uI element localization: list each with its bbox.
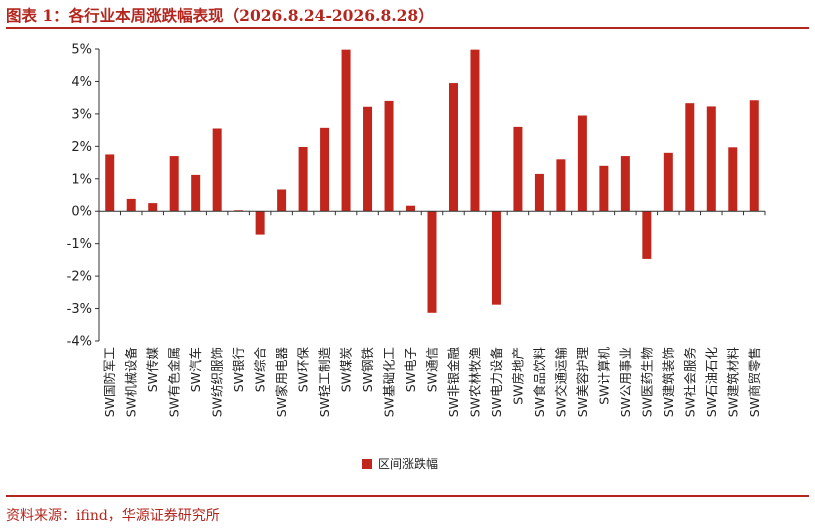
category-label-7: SW银行 [231,347,246,392]
y-tick-label: 0% [71,205,92,220]
bar-18 [470,49,480,212]
bar-30 [728,147,738,212]
y-tick-label: 3% [71,107,92,122]
bar-1 [105,154,115,212]
bar-14 [384,100,394,212]
y-tick-label: -3% [67,302,92,317]
category-label-23: SW美容护理 [575,347,590,418]
category-label-31: SW商贸零售 [747,347,762,417]
bar-6 [212,128,222,212]
source-note: 资料来源：ifind，华源证券研究所 [6,508,220,524]
category-label-14: SW基础化工 [382,347,397,417]
y-axis: 5% 4% 3% 2% 1% 0% -1% -2% -3% -4% [67,43,100,350]
bar-15 [406,205,416,212]
bar-11 [320,127,330,212]
category-label-19: SW电力设备 [489,347,504,418]
bar-8 [255,211,265,235]
category-label-11: SW轻工制造 [317,347,332,418]
bar-4 [169,156,179,212]
legend: 区间涨跌幅 [362,455,438,472]
category-label-12: SW煤炭 [339,347,354,392]
bar-13 [363,106,373,212]
bar-20 [513,126,523,212]
y-tick-label: 5% [71,43,92,58]
bar-29 [706,106,716,212]
category-label-17: SW非银金融 [446,347,461,418]
bar-17 [448,83,458,212]
bar-19 [491,211,501,305]
category-label-30: SW建筑材料 [725,347,740,418]
category-label-5: SW汽车 [188,347,203,392]
bar-5 [191,174,201,212]
bar-12 [341,49,351,212]
bar-10 [298,146,308,212]
bar-27 [663,152,673,212]
y-tick-label: -4% [67,335,92,350]
bar-23 [577,115,587,212]
category-label-21: SW食品饮料 [532,347,547,418]
category-label-20: SW房地产 [510,347,525,405]
category-label-9: SW家用电器 [274,347,289,418]
y-tick-label: 2% [71,140,92,155]
source-divider [6,495,809,497]
category-label-10: SW环保 [296,347,311,393]
x-axis [98,210,766,216]
category-label-3: SW传媒 [145,347,160,393]
y-tick-label: 1% [71,172,92,187]
category-label-18: SW农林牧渔 [467,347,482,417]
category-label-6: SW纺织服饰 [210,347,225,417]
bar-21 [534,173,544,212]
category-label-22: SW交通运输 [553,347,568,418]
y-tick-label: -1% [67,237,92,252]
bar-3 [148,203,158,212]
bar-24 [599,165,609,212]
category-labels: SW国防军工 SW机械设备 SW传媒 SW有色金属 SW汽车 SW纺织服饰 SW银行 SW综合… [102,347,762,418]
figure-title: 图表 1：各行业本周涨跌幅表现（2026.8.24-2026.8.28） [6,6,434,25]
category-label-24: SW计算机 [596,347,611,405]
y-tick-label: 4% [71,75,92,90]
category-label-2: SW机械设备 [124,347,139,418]
category-label-27: SW建筑装饰 [661,347,676,417]
category-label-25: SW公用事业 [618,347,633,417]
category-label-15: SW电子 [403,347,418,392]
category-label-4: SW有色金属 [167,347,182,417]
bar-31 [749,100,759,212]
legend-swatch [362,458,372,469]
title-divider [6,27,809,29]
bar-26 [642,211,652,259]
bar-28 [685,103,695,212]
bars [105,49,759,313]
category-label-13: SW钢铁 [360,347,375,393]
category-label-16: SW通信 [425,347,440,392]
bar-25 [620,156,630,212]
category-label-29: SW石油石化 [704,347,719,418]
bar-22 [556,159,566,212]
y-tick-label: -2% [67,270,92,285]
category-label-26: SW医药生物 [639,347,654,417]
legend-label: 区间涨跌幅 [378,457,439,471]
bar-16 [427,211,437,313]
category-label-8: SW综合 [253,347,268,393]
category-label-28: SW社会服务 [682,347,697,417]
bar-9 [277,189,287,212]
category-label-1: SW国防军工 [102,347,117,417]
bar-2 [126,198,136,212]
